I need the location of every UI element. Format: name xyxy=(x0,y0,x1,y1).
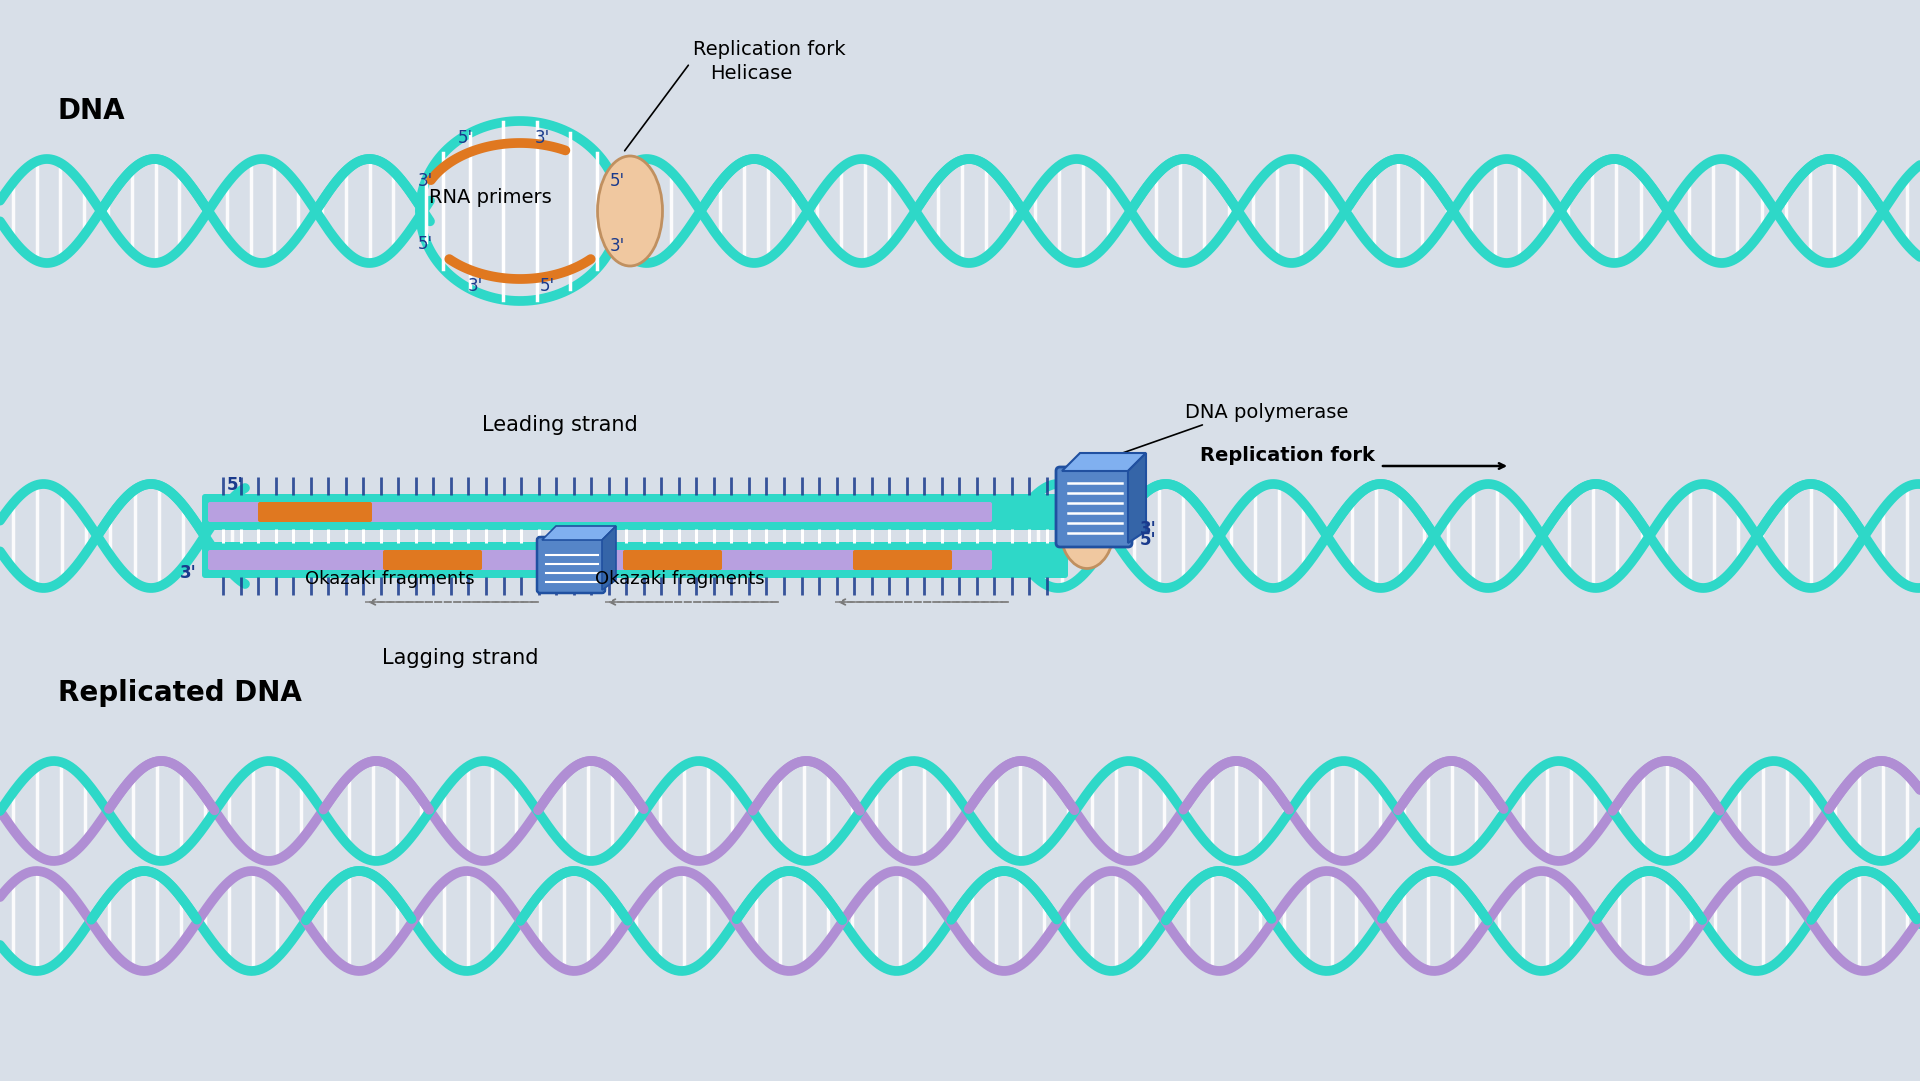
Text: Replication fork: Replication fork xyxy=(1200,446,1375,465)
FancyBboxPatch shape xyxy=(207,502,993,522)
Polygon shape xyxy=(603,526,616,590)
FancyBboxPatch shape xyxy=(852,550,952,570)
Text: 3': 3' xyxy=(611,237,626,255)
Text: Lagging strand: Lagging strand xyxy=(382,648,538,668)
Text: Okazaki fragments: Okazaki fragments xyxy=(595,570,764,588)
Ellipse shape xyxy=(1060,483,1114,569)
FancyBboxPatch shape xyxy=(257,502,372,522)
FancyBboxPatch shape xyxy=(202,542,1068,578)
FancyBboxPatch shape xyxy=(202,494,1068,530)
Text: 3': 3' xyxy=(419,172,434,190)
Ellipse shape xyxy=(597,156,662,266)
FancyBboxPatch shape xyxy=(622,550,722,570)
Text: 3': 3' xyxy=(468,277,484,295)
Text: DNA: DNA xyxy=(58,97,125,125)
Text: RNA primers: RNA primers xyxy=(428,188,551,206)
Text: 5': 5' xyxy=(1140,531,1156,549)
Polygon shape xyxy=(1062,453,1146,471)
Text: Okazaki fragments: Okazaki fragments xyxy=(305,570,474,588)
Text: 3': 3' xyxy=(180,564,196,582)
Text: 3': 3' xyxy=(1140,520,1156,538)
Polygon shape xyxy=(1129,453,1146,543)
Text: 3': 3' xyxy=(536,129,551,147)
Text: 5': 5' xyxy=(540,277,555,295)
Text: 5': 5' xyxy=(227,476,244,494)
Text: Leading strand: Leading strand xyxy=(482,415,637,435)
FancyBboxPatch shape xyxy=(538,537,605,593)
Text: Replication fork: Replication fork xyxy=(693,40,845,59)
Text: 5': 5' xyxy=(611,172,626,190)
Text: 5': 5' xyxy=(459,129,472,147)
FancyBboxPatch shape xyxy=(382,550,482,570)
Polygon shape xyxy=(541,526,616,540)
FancyBboxPatch shape xyxy=(1056,467,1133,547)
Text: 5': 5' xyxy=(419,235,434,253)
Text: DNA polymerase: DNA polymerase xyxy=(1185,403,1348,422)
FancyBboxPatch shape xyxy=(207,550,993,570)
Text: Helicase: Helicase xyxy=(710,64,793,83)
Text: Replicated DNA: Replicated DNA xyxy=(58,679,301,707)
